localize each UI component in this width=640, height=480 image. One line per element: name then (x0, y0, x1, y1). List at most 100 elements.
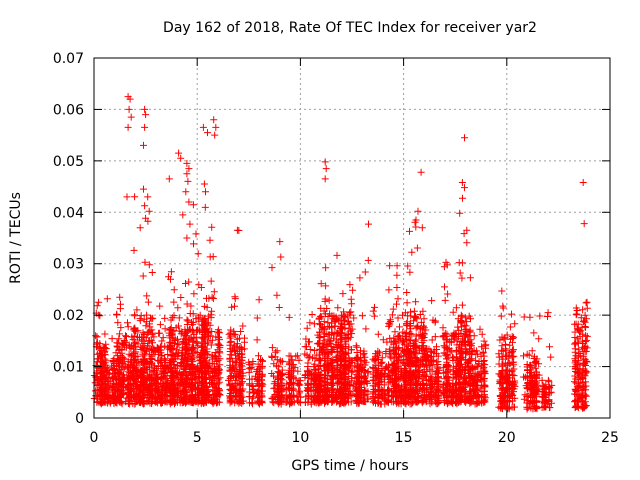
data-point (452, 304, 460, 312)
data-point (413, 244, 421, 252)
data-point (169, 373, 176, 381)
data-point (167, 268, 175, 276)
data-point (192, 230, 200, 238)
data-point (370, 312, 378, 320)
y-tick-label: 0.02 (53, 308, 84, 324)
data-point (387, 354, 395, 362)
data-point (580, 220, 588, 228)
data-point (275, 304, 283, 311)
data-point (101, 330, 109, 338)
data-point (147, 314, 154, 322)
data-point (115, 346, 123, 354)
data-point (333, 251, 341, 259)
data-point (166, 359, 173, 366)
data-point (157, 342, 165, 350)
data-point (190, 290, 198, 298)
data-point (135, 392, 143, 400)
data-point (583, 298, 591, 306)
data-point (95, 355, 102, 363)
data-point (233, 226, 241, 234)
data-point (393, 284, 401, 291)
data-point (458, 301, 466, 309)
data-point (285, 313, 293, 321)
data-point (441, 296, 449, 304)
data-point (118, 363, 126, 371)
data-point (339, 290, 347, 298)
data-point (322, 165, 330, 173)
data-point (177, 376, 185, 384)
data-point (120, 338, 128, 346)
data-point (408, 248, 416, 256)
y-tick-label: 0.04 (53, 205, 84, 221)
data-point (132, 356, 140, 364)
data-point (104, 388, 112, 396)
data-point (120, 371, 127, 379)
data-point (322, 264, 330, 272)
data-point (93, 333, 101, 341)
data-point (101, 387, 108, 395)
data-point (123, 193, 131, 201)
data-point (145, 337, 153, 345)
data-point (200, 180, 208, 188)
data-point (134, 352, 142, 360)
data-point (347, 295, 355, 303)
data-point (157, 359, 165, 366)
data-point (178, 360, 186, 367)
data-point (194, 250, 202, 258)
data-point (117, 324, 125, 332)
data-point (183, 234, 191, 242)
data-point (136, 380, 144, 388)
data-point (142, 377, 150, 385)
data-point (115, 370, 123, 378)
data-point (153, 373, 161, 381)
data-point (116, 293, 124, 301)
data-point (152, 379, 160, 387)
data-point (140, 141, 147, 149)
data-point (160, 355, 168, 363)
data-point (506, 323, 514, 331)
data-point (463, 239, 471, 247)
data-point (268, 264, 276, 272)
data-point (151, 385, 159, 393)
x-tick-label: 15 (395, 430, 413, 446)
data-point (131, 400, 139, 407)
data-point (207, 277, 215, 285)
data-point (142, 214, 150, 222)
data-point (177, 294, 185, 301)
data-point (315, 362, 323, 370)
data-point (535, 335, 543, 343)
data-point (216, 329, 223, 337)
data-point (165, 386, 173, 394)
data-point (520, 313, 528, 321)
data-point (371, 303, 378, 311)
x-axis-label: GPS time / hours (291, 458, 408, 474)
data-point (364, 256, 372, 264)
data-point (136, 386, 144, 394)
data-point (410, 307, 418, 315)
data-point (146, 337, 154, 345)
data-point (201, 203, 209, 211)
data-point (456, 209, 464, 217)
data-point (156, 321, 164, 329)
data-point (547, 353, 555, 361)
data-point (199, 123, 207, 131)
data-point (93, 302, 101, 310)
data-point (117, 300, 124, 308)
data-point (171, 335, 179, 343)
data-point (572, 311, 580, 319)
data-point (406, 227, 413, 235)
data-point (173, 383, 181, 391)
data-point (170, 327, 178, 335)
data-point (139, 272, 147, 280)
data-point (325, 296, 333, 304)
data-point (140, 315, 148, 323)
data-point (175, 314, 183, 322)
data-point (273, 347, 281, 355)
data-point (369, 307, 377, 315)
data-point (227, 329, 234, 337)
data-point (182, 188, 190, 196)
data-point (165, 273, 172, 281)
data-point (156, 302, 164, 310)
data-point (356, 274, 364, 282)
